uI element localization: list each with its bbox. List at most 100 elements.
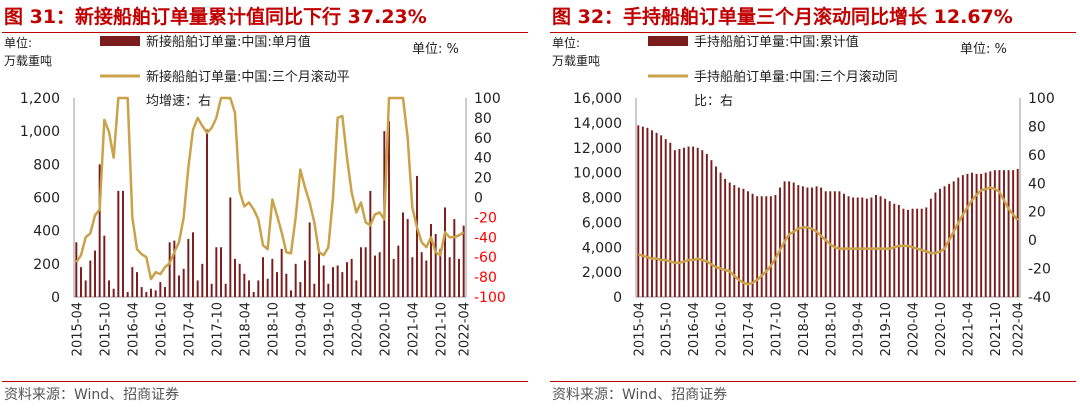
bar bbox=[929, 198, 932, 297]
series-line bbox=[637, 186, 1019, 286]
y-left-tick-label: 0 bbox=[51, 290, 60, 306]
bar bbox=[313, 283, 316, 297]
bar bbox=[308, 222, 311, 298]
bar bbox=[747, 191, 749, 297]
bar bbox=[332, 267, 334, 297]
bar bbox=[173, 240, 176, 297]
bar bbox=[145, 292, 148, 297]
bar bbox=[453, 219, 456, 297]
bar bbox=[943, 186, 946, 297]
bar bbox=[641, 126, 644, 297]
bar bbox=[783, 181, 786, 297]
y-right-tick-label: -40 bbox=[1028, 290, 1051, 306]
y-left-tick-label: 12,000 bbox=[573, 141, 622, 157]
bar bbox=[210, 283, 213, 297]
bar bbox=[907, 209, 909, 297]
y-right-tick-label: 60 bbox=[474, 131, 492, 147]
x-tick-label: 2021-10 bbox=[434, 302, 449, 356]
bar bbox=[285, 273, 288, 297]
bar bbox=[769, 196, 772, 297]
x-tick-label: 2015-10 bbox=[660, 302, 675, 356]
bar bbox=[402, 212, 404, 297]
bar bbox=[719, 172, 722, 298]
bar bbox=[448, 257, 451, 297]
y-left-tick-label: 800 bbox=[33, 157, 60, 173]
bar bbox=[444, 207, 446, 297]
bar bbox=[980, 173, 983, 297]
bar bbox=[388, 121, 390, 297]
bar bbox=[993, 170, 996, 297]
bar bbox=[294, 263, 297, 297]
bar bbox=[742, 188, 745, 297]
bar bbox=[751, 193, 754, 297]
bar bbox=[737, 187, 740, 297]
bar bbox=[838, 191, 841, 297]
bar bbox=[660, 135, 663, 297]
bar bbox=[75, 242, 78, 297]
bar bbox=[434, 233, 437, 297]
bar bbox=[238, 263, 241, 297]
chart-title: 图 31：新接船舶订单量累计值同比下行 37.23% bbox=[4, 6, 427, 28]
x-tick-label: 2018-10 bbox=[824, 302, 839, 356]
bar bbox=[669, 142, 672, 297]
bar bbox=[852, 197, 855, 297]
y-right-tick-label: 20 bbox=[474, 171, 492, 187]
bar bbox=[374, 255, 376, 297]
bar bbox=[224, 283, 227, 297]
bar bbox=[651, 130, 653, 297]
legend-line-label: 手持船舶订单量:中国:三个月滚动同 bbox=[694, 69, 898, 85]
bar bbox=[336, 265, 339, 297]
bar bbox=[792, 182, 795, 297]
source-rule bbox=[550, 381, 1076, 382]
bar bbox=[806, 187, 809, 297]
y-right-tick-label: -20 bbox=[474, 210, 497, 226]
bar bbox=[103, 235, 106, 297]
bar bbox=[1016, 168, 1019, 297]
bar bbox=[797, 185, 800, 297]
bar bbox=[934, 192, 937, 297]
source-note: 资料来源：Wind、招商证券 bbox=[4, 387, 180, 403]
bar bbox=[276, 272, 278, 298]
bar bbox=[861, 197, 864, 297]
x-tick-label: 2022-04 bbox=[458, 302, 473, 356]
y-left-tick-label: 0 bbox=[613, 290, 622, 306]
left-unit-label: 万载重吨 bbox=[552, 54, 600, 68]
bar bbox=[229, 197, 232, 297]
y-left-tick-label: 14,000 bbox=[573, 116, 622, 132]
x-tick-label: 2017-10 bbox=[769, 302, 784, 356]
bar bbox=[201, 263, 204, 297]
y-left-tick-label: 8,000 bbox=[582, 191, 622, 207]
y-left-tick-label: 16,000 bbox=[573, 91, 622, 107]
bar bbox=[1007, 170, 1010, 297]
right-unit-label: 单位: % bbox=[412, 42, 459, 57]
x-tick-label: 2015-10 bbox=[98, 302, 113, 356]
bar bbox=[364, 247, 367, 297]
bar bbox=[341, 272, 344, 298]
y-left-tick-label: 1,200 bbox=[20, 91, 60, 107]
bar bbox=[299, 282, 302, 297]
bar bbox=[178, 275, 180, 297]
bar bbox=[122, 190, 124, 297]
legend-line-label: 新接船舶订单量:中国:三个月滚动平 bbox=[146, 69, 350, 85]
y-left-tick-label: 2,000 bbox=[582, 265, 622, 281]
bar bbox=[1003, 170, 1005, 297]
x-tick-label: 2019-04 bbox=[294, 302, 309, 356]
bar bbox=[196, 280, 199, 297]
bar bbox=[760, 196, 763, 297]
bar bbox=[879, 196, 882, 297]
bar bbox=[164, 287, 166, 297]
bar bbox=[971, 172, 973, 298]
y-right-tick-label: -60 bbox=[474, 250, 497, 266]
bar bbox=[856, 197, 859, 297]
bar bbox=[701, 150, 704, 297]
x-tick-label: 2019-10 bbox=[322, 302, 337, 356]
bar bbox=[266, 278, 269, 297]
bar bbox=[406, 219, 409, 297]
legend-line-label: 比：右 bbox=[694, 94, 733, 109]
bar bbox=[112, 288, 115, 297]
bar bbox=[458, 258, 460, 297]
bar bbox=[1012, 170, 1015, 297]
chart-title: 图 32：手持船舶订单量三个月滚动同比增长 12.67% bbox=[552, 6, 1013, 28]
y-right-tick-label: -20 bbox=[1028, 262, 1051, 278]
left-unit-label: 单位: bbox=[4, 35, 32, 50]
